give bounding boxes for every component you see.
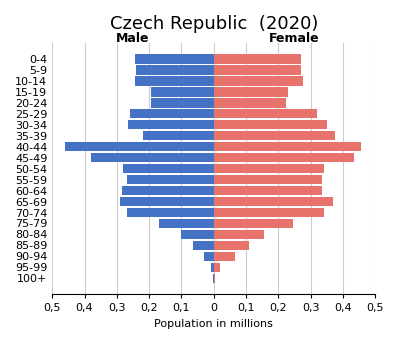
Bar [214,120,327,129]
Bar [214,252,235,261]
Bar [122,186,214,195]
Bar [65,142,214,151]
Bar [214,208,324,217]
Bar [128,120,214,129]
Bar [214,142,361,151]
Bar [214,98,286,108]
Bar [214,175,322,184]
Bar [151,98,214,108]
Text: Female: Female [269,32,320,45]
Bar [143,131,214,140]
Bar [182,230,214,239]
Bar [214,241,249,250]
Bar [214,263,220,272]
Bar [213,274,214,283]
Bar [214,76,302,86]
Bar [151,87,214,97]
Bar [130,109,214,118]
Text: Male: Male [116,32,150,45]
Bar [214,54,301,64]
Bar [214,164,324,173]
Bar [214,230,264,239]
Bar [120,197,214,206]
Bar [193,241,214,250]
Bar [126,175,214,184]
Bar [211,263,214,272]
Bar [126,208,214,217]
Bar [134,76,214,86]
Bar [136,65,214,75]
X-axis label: Population in millions: Population in millions [154,319,273,329]
Bar [134,54,214,64]
Bar [214,274,215,283]
Bar [214,186,322,195]
Bar [214,131,335,140]
Title: Czech Republic  (2020): Czech Republic (2020) [110,15,318,33]
Bar [214,65,301,75]
Bar [123,164,214,173]
Bar [91,153,214,162]
Bar [214,109,317,118]
Bar [214,153,354,162]
Bar [214,219,293,228]
Bar [214,197,333,206]
Bar [159,219,214,228]
Bar [204,252,214,261]
Bar [214,87,288,97]
